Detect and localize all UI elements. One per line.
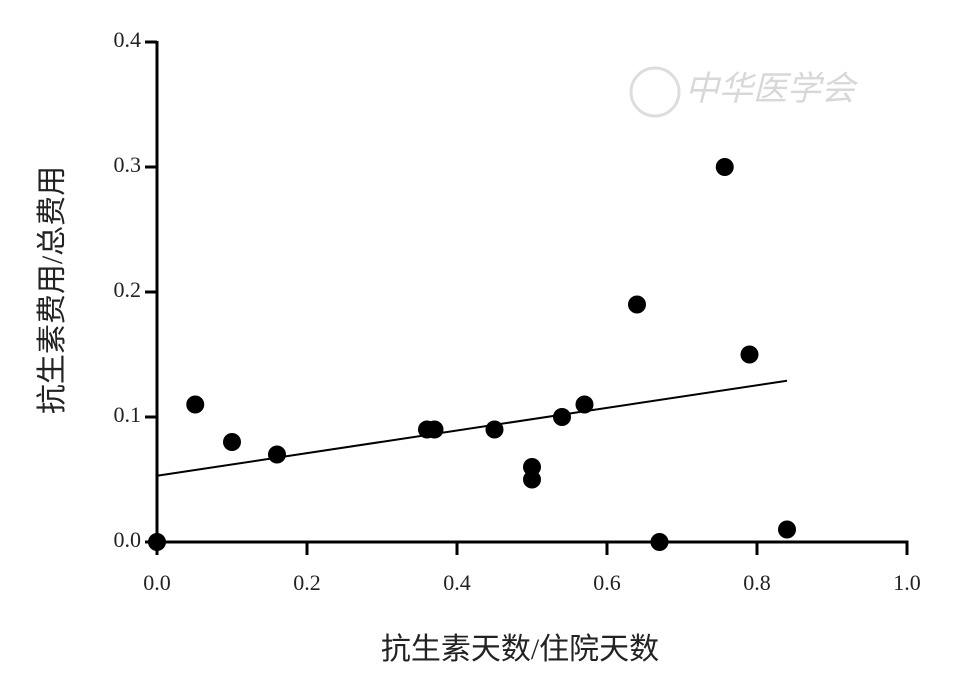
y-tick-label: 0.4 [114, 27, 142, 52]
point [148, 533, 166, 551]
watermark: 中华医学会 [685, 71, 859, 108]
point [553, 408, 571, 426]
point [650, 533, 669, 551]
point [778, 520, 796, 539]
point [268, 445, 286, 464]
point [186, 395, 205, 414]
x-tick-label: 0.0 [143, 570, 171, 595]
x-tick-label: 1.0 [893, 570, 921, 595]
x-axis-title: 抗生素天数/住院天数 [381, 633, 659, 666]
x-tick-label: 0.2 [293, 570, 321, 595]
point [740, 345, 759, 364]
point [523, 458, 541, 476]
y-axis-title: 抗生素费用/总费用 [36, 166, 69, 414]
x-tick-label: 0.8 [743, 570, 771, 595]
watermark-logo [629, 66, 681, 118]
y-tick-label: 0.1 [114, 402, 142, 427]
y-tick-label: 0.3 [114, 152, 142, 177]
x-tick-label: 0.6 [593, 570, 621, 595]
point [715, 158, 734, 176]
point [523, 470, 541, 489]
y-tick-label: 0.0 [114, 527, 142, 552]
trend-line [156, 379, 788, 477]
y-tick-label: 0.2 [114, 277, 142, 302]
point [575, 395, 594, 414]
x-tick-label: 0.4 [443, 570, 471, 595]
point [223, 433, 241, 451]
point [628, 295, 646, 314]
